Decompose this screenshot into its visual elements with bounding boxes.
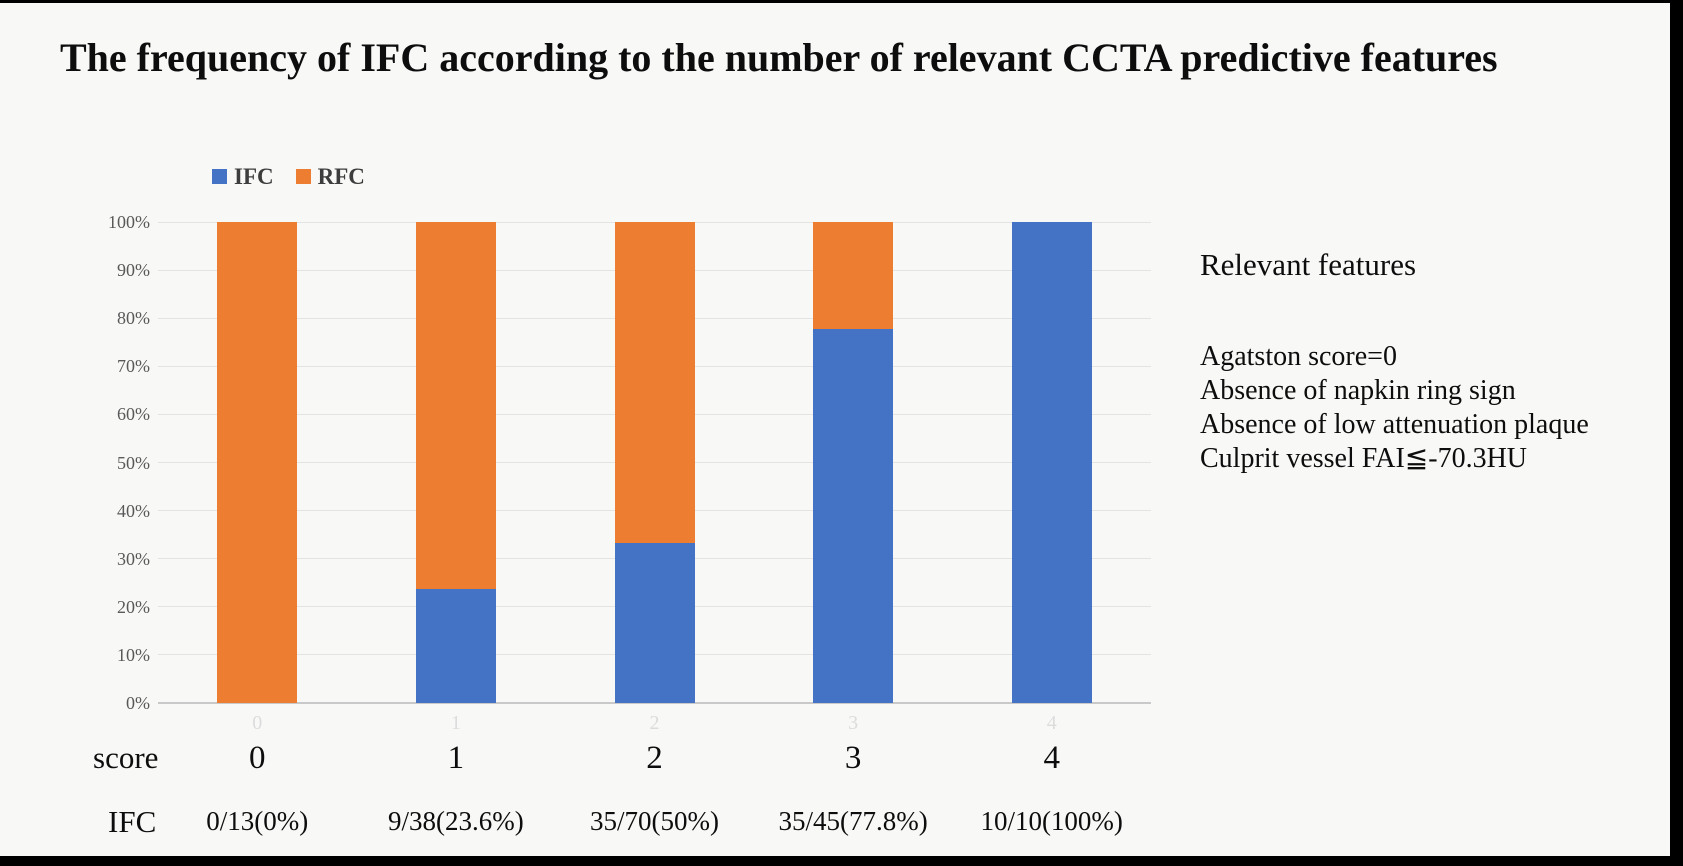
x-axis-tick-4: 4: [1046, 712, 1057, 734]
y-axis-tick-10%: 10%: [117, 644, 150, 665]
bar-segment-ifc-score2: [614, 542, 695, 703]
gridline-0%: [158, 702, 1151, 704]
relevant-features-heading: Relevant features: [1200, 247, 1417, 282]
score-value-3: 3: [844, 740, 862, 776]
x-axis-tick-1: 1: [450, 712, 461, 734]
y-axis-tick-40%: 40%: [117, 500, 150, 521]
ifc-value-3: 35/45(77.8%): [778, 806, 928, 836]
ifc-value-2: 35/70(50%): [590, 806, 719, 836]
score-value-2: 2: [646, 740, 663, 776]
y-axis-tick-100%: 100%: [108, 212, 150, 232]
ifc-color-swatch: [212, 169, 227, 184]
relevant-feature-line-3: Absence of low attenuation plaque: [1200, 409, 1589, 441]
legend-label-ifc: IFC: [234, 164, 274, 189]
bar-segment-ifc-score4: [1011, 222, 1092, 703]
y-axis-tick-0%: 0%: [126, 693, 150, 713]
x-axis-tick-3: 3: [848, 712, 859, 734]
bar-segment-rfc-score0: [217, 222, 298, 703]
ifc-value-0: 0/13(0%): [206, 806, 309, 836]
ifc-row-label: IFC: [108, 804, 157, 839]
score-value-4: 4: [1043, 740, 1060, 776]
chart-title: The frequency of IFC according to the nu…: [60, 35, 1498, 80]
relevant-features-list: Agatston score=0 Absence of napkin ring s…: [1200, 340, 1670, 476]
y-axis-tick-20%: 20%: [117, 596, 150, 617]
y-axis-tick-90%: 90%: [117, 260, 150, 281]
rfc-color-swatch: [295, 169, 311, 184]
y-axis-tick-80%: 80%: [117, 308, 150, 329]
ifc-value-4: 10/10(100%): [980, 806, 1123, 836]
bottom-border: [0, 856, 1683, 866]
bar-segment-rfc-score3: [813, 222, 894, 329]
relevant-feature-line-1: Agatston score=0: [1200, 341, 1397, 373]
bar-segment-ifc-score1: [415, 589, 496, 703]
legend-item-ifc: IFC: [212, 165, 274, 188]
y-axis-tick-30%: 30%: [117, 548, 150, 569]
legend-label-rfc: RFC: [317, 164, 365, 189]
legend-item-rfc: RFC: [295, 164, 365, 189]
right-border: [1670, 0, 1683, 866]
x-axis-tick-2: 2: [649, 712, 660, 734]
score-value-0: 0: [249, 740, 266, 776]
y-axis-tick-70%: 70%: [117, 356, 150, 377]
score-row-label: score: [93, 740, 159, 775]
relevant-features-panel: Relevant features Agatston score=0 Absenc…: [1200, 247, 1670, 476]
bar-segment-rfc-score2: [614, 222, 695, 543]
score-value-1: 1: [447, 740, 465, 776]
ifc-value-1: 9/38(23.6%): [388, 806, 524, 836]
bar-segment-ifc-score3: [813, 328, 894, 703]
top-border: [0, 0, 1683, 3]
bar-segment-rfc-score1: [415, 222, 496, 590]
y-axis-tick-50%: 50%: [117, 452, 150, 473]
x-axis-tick-0: 0: [252, 712, 263, 734]
chart-legend: IFC RFC: [212, 165, 365, 188]
y-axis-tick-60%: 60%: [117, 404, 150, 425]
relevant-feature-line-4: Culprit vessel FAI≦-70.3HU: [1200, 443, 1528, 475]
relevant-feature-line-2: Absence of napkin ring sign: [1200, 375, 1516, 407]
